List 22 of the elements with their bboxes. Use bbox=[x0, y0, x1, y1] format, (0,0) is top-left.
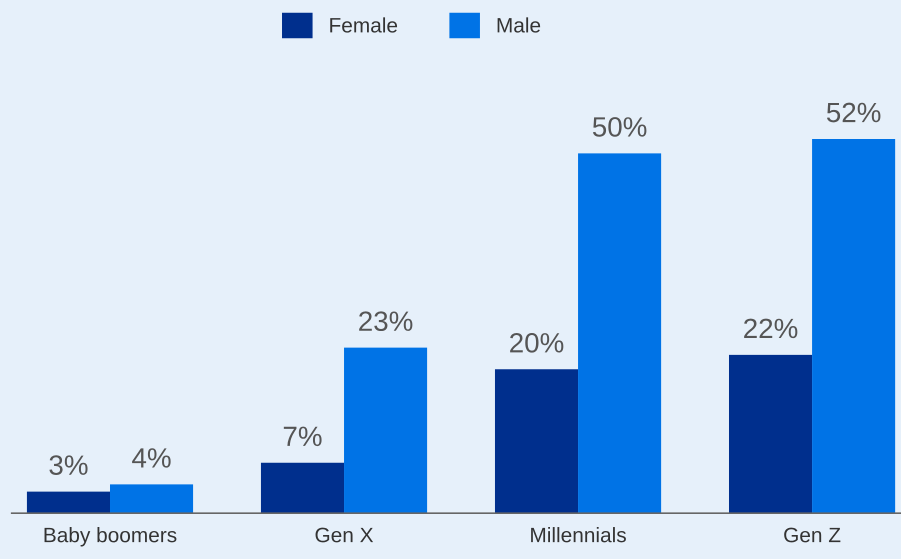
data-label: 22% bbox=[744, 318, 798, 338]
data-label: 50% bbox=[592, 117, 646, 137]
data-label: 52% bbox=[826, 102, 880, 122]
bar bbox=[344, 348, 428, 514]
bar bbox=[728, 354, 812, 514]
x-tick-label: Millennials bbox=[531, 527, 626, 542]
bar bbox=[260, 462, 344, 514]
bar bbox=[578, 153, 662, 514]
x-tick-label: Gen X bbox=[316, 528, 374, 542]
data-label: 3% bbox=[49, 455, 88, 475]
x-tick-label: Gen Z bbox=[784, 528, 840, 542]
bar bbox=[110, 484, 194, 514]
legend-label: Male bbox=[498, 17, 540, 33]
x-tick-label: Baby boomers bbox=[44, 527, 176, 546]
data-label: 20% bbox=[510, 332, 564, 353]
bar bbox=[812, 138, 896, 514]
data-label: 23% bbox=[359, 311, 412, 332]
data-label: 7% bbox=[284, 426, 322, 446]
bar bbox=[26, 492, 110, 514]
bar bbox=[494, 369, 578, 514]
legend-label: Female bbox=[330, 17, 398, 33]
data-label: 4% bbox=[132, 448, 171, 468]
